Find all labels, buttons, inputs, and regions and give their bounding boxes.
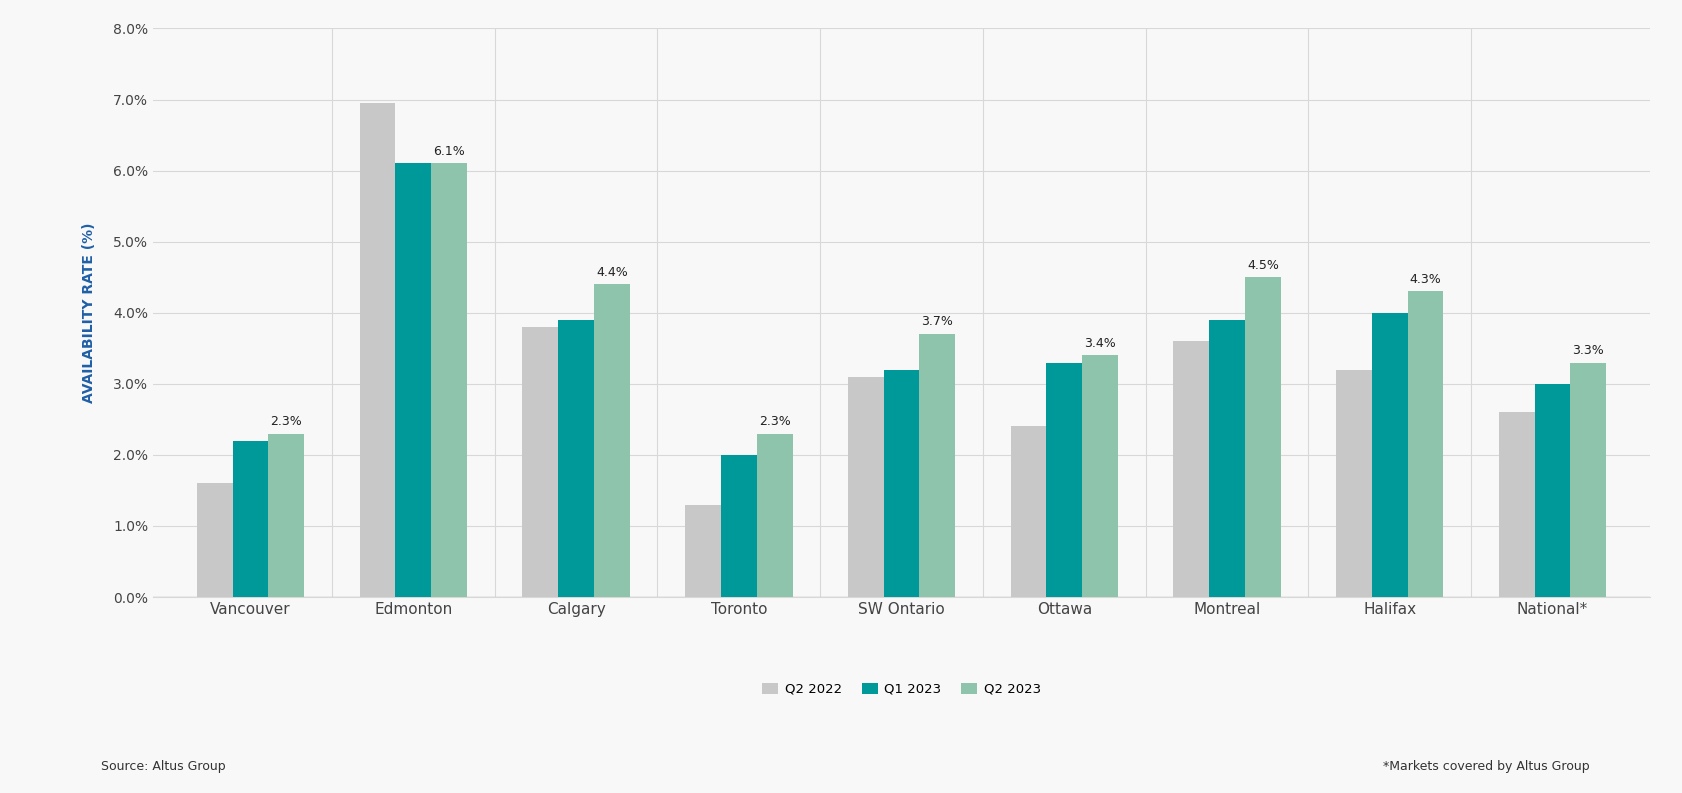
Bar [1336,370,1373,597]
Text: 3.7%: 3.7% [922,316,954,328]
Bar [1209,320,1245,597]
Text: 6.1%: 6.1% [434,145,464,158]
Bar [848,377,883,597]
Text: *Markets covered by Altus Group: *Markets covered by Altus Group [1383,760,1589,773]
Bar [269,434,304,597]
Text: Source: Altus Group: Source: Altus Group [101,760,225,773]
Bar [232,441,269,597]
Text: 4.3%: 4.3% [1410,273,1441,285]
Bar [1534,384,1571,597]
Bar [594,285,629,597]
Bar [1174,341,1209,597]
Bar [1373,312,1408,597]
Bar [523,327,558,597]
Bar [1245,278,1280,597]
Bar [685,504,722,597]
Bar [360,103,395,597]
Bar [1499,412,1534,597]
Text: 3.4%: 3.4% [1085,337,1115,350]
Text: 4.4%: 4.4% [595,266,627,278]
Y-axis label: AVAILABILITY RATE (%): AVAILABILITY RATE (%) [82,223,96,403]
Text: 4.5%: 4.5% [1246,259,1278,271]
Legend: Q2 2022, Q1 2023, Q2 2023: Q2 2022, Q1 2023, Q2 2023 [757,677,1046,701]
Bar [197,484,232,597]
Bar [920,334,955,597]
Bar [558,320,594,597]
Text: 2.3%: 2.3% [759,415,791,428]
Bar [1011,427,1046,597]
Bar [1408,291,1443,597]
Bar [1046,362,1082,597]
Bar [1082,355,1119,597]
Bar [1571,362,1606,597]
Bar [395,163,431,597]
Bar [722,455,757,597]
Bar [757,434,792,597]
Bar [431,163,468,597]
Text: 3.3%: 3.3% [1573,344,1605,357]
Text: 2.3%: 2.3% [271,415,303,428]
Bar [883,370,920,597]
